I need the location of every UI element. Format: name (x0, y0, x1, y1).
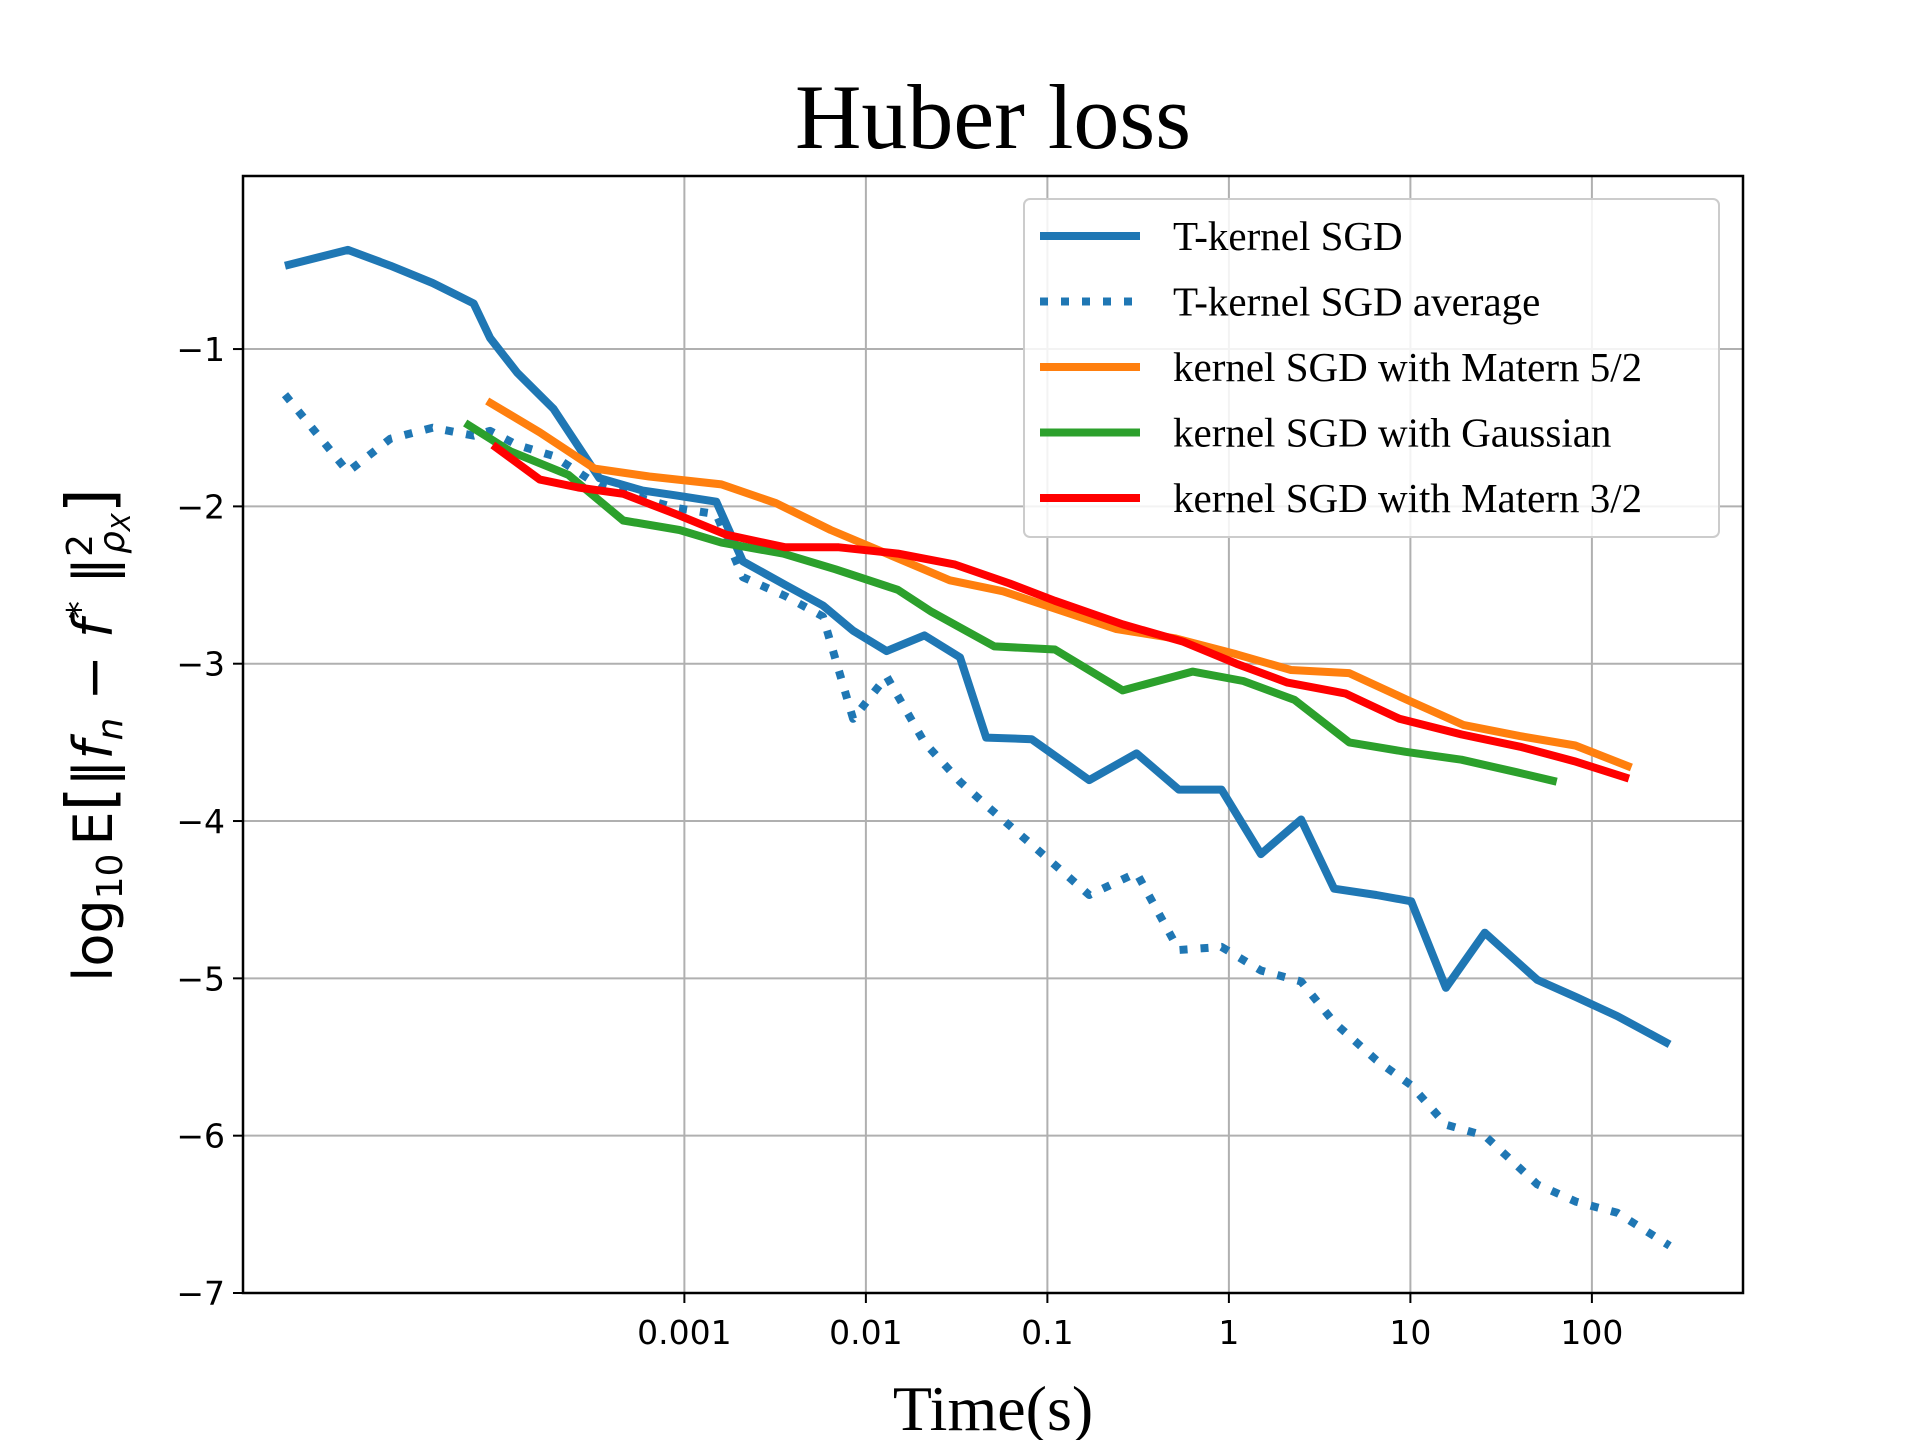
y-label-e: E (62, 811, 125, 845)
y-tick-label: −2 (176, 487, 225, 526)
x-tick-label: 0.001 (637, 1313, 731, 1352)
y-label-bracket-close: ] (54, 488, 128, 513)
x-tick-label: 10 (1389, 1313, 1431, 1352)
y-label-body: ‖f (62, 733, 125, 786)
y-tick-label: −3 (176, 645, 225, 684)
y-label-bracket-open: [ (54, 786, 128, 811)
series-line-kernel-sgd-with-matern-5-2 (485, 397, 1633, 772)
y-label-star: * (60, 601, 101, 619)
y-label-log: log (62, 899, 125, 981)
legend-label: T-kernel SGD (1173, 213, 1403, 259)
x-tick-label: 1 (1218, 1313, 1239, 1352)
series-group (281, 245, 1672, 1250)
legend-label: kernel SGD with Matern 3/2 (1173, 475, 1642, 521)
y-label-log-sub: 10 (90, 854, 131, 900)
x-tick-label: 0.01 (829, 1313, 902, 1352)
axis-ticks: 0.001 0.01 0.1 1 10 100 −1 −2 −3 −4 −5 −6 −7 (176, 330, 1623, 1352)
legend-box (1023, 198, 1720, 538)
x-tick-label: 100 (1560, 1313, 1623, 1352)
y-label-body-sub: n (90, 718, 131, 741)
x-axis-label: Time(s) (893, 1373, 1093, 1440)
y-label-minus: − f (62, 612, 125, 718)
y-tick-label: −6 (176, 1117, 225, 1156)
legend-label: T-kernel SGD average (1173, 279, 1540, 325)
y-label-norm-close: ‖ (62, 557, 125, 601)
chart-title: Huber loss (795, 66, 1191, 168)
legend-label: kernel SGD with Matern 5/2 (1173, 344, 1642, 390)
y-tick-label: −5 (176, 959, 225, 998)
legend-label: kernel SGD with Gaussian (1173, 410, 1611, 456)
x-tick-label: 0.1 (1021, 1313, 1073, 1352)
y-tick-label: −7 (176, 1274, 225, 1313)
y-label-norm-sup: 2 (60, 534, 101, 557)
y-label-norm-sub: ρ (92, 531, 133, 554)
y-axis-label: log10 E[‖fn − f* ‖2ρX] (54, 488, 137, 981)
series-line-t-kernel-sgd (284, 245, 1672, 1048)
legend: T-kernel SGD T-kernel SGD average kernel S… (1023, 198, 1720, 538)
series-line-kernel-sgd-with-matern-3-2 (490, 441, 1631, 783)
y-label-norm-sub-sub: X (107, 512, 137, 533)
series-line-kernel-sgd-with-gaussian (463, 419, 1558, 786)
y-tick-label: −1 (176, 330, 225, 369)
plot-area-frame (241, 174, 1745, 1295)
y-tick-label: −4 (176, 802, 225, 841)
